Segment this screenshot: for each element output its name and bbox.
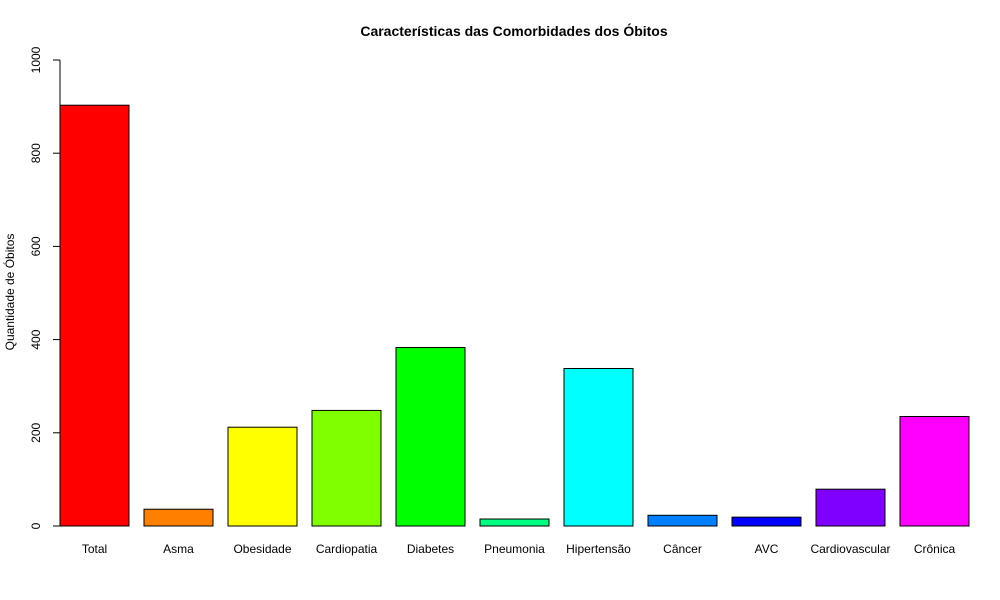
x-tick-label: Cardiovascular [810,542,890,556]
x-tick-label: Obesidade [233,542,291,556]
x-tick-label: Cardiopatia [316,542,378,556]
bar-crônica [899,415,970,527]
x-tick-label: Total [82,542,107,556]
bar-cardiovascular [815,488,886,527]
bar-câncer [647,514,718,527]
y-axis-label: Quantidade de Óbitos [2,234,17,351]
bar-obesidade [227,426,298,527]
bar-cardiopatia [311,409,382,527]
x-axis-labels: Total Asma Obesidade Cardiopatia Diabetes Pne… [82,542,956,556]
x-tick-label: Asma [163,542,194,556]
bar-pneumonia [479,518,550,527]
y-axis: 0 200 400 600 800 1000 [29,46,61,529]
x-tick-label: Pneumonia [484,542,545,556]
x-tick-label: Câncer [663,542,702,556]
y-tick-label: 600 [29,236,43,256]
y-tick-label: 800 [29,143,43,163]
bar-asma [143,508,214,527]
y-tick-label: 200 [29,422,43,442]
y-tick-label: 0 [29,522,43,529]
x-tick-label: Diabetes [407,542,454,556]
x-tick-label: Hipertensão [566,542,631,556]
bars [59,104,970,527]
chart-title: Características das Comorbidades dos Óbi… [360,22,668,39]
y-tick-label: 400 [29,329,43,349]
bar-total [59,104,130,527]
bar-diabetes [395,347,466,527]
x-tick-label: AVC [755,542,779,556]
y-tick-label: 1000 [29,46,43,73]
bar-hipertensão [563,367,634,527]
x-tick-label: Crônica [914,542,956,556]
bar-avc [731,516,802,527]
